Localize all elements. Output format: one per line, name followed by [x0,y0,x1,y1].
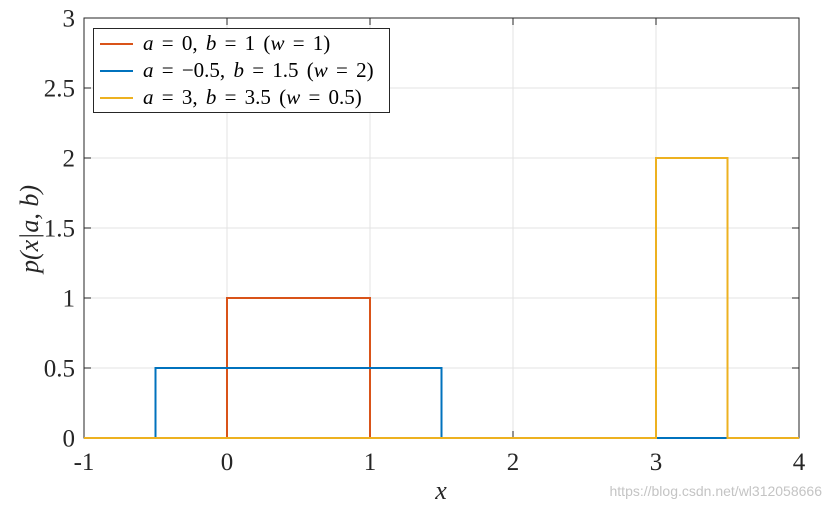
legend-entry: a = 3, b = 3.5 (w = 0.5) [94,84,389,111]
y-tick-label: 0.5 [44,356,75,383]
x-tick-label: 2 [507,449,520,476]
x-tick-label: 3 [650,449,663,476]
legend-swatch [100,42,133,45]
x-tick-label: 4 [793,449,806,476]
legend-entry: a = −0.5, b = 1.5 (w = 2) [94,57,389,84]
series-group [84,157,799,439]
legend-label: a = 3, b = 3.5 (w = 0.5) [143,85,362,109]
legend: a = 0, b = 1 (w = 1) a = −0.5, b = 1.5 (… [93,28,390,113]
x-tick-label: 1 [364,449,377,476]
series-line-2 [84,367,799,439]
x-tick-label: 0 [221,449,234,476]
y-tick-label: 1.5 [44,216,75,243]
legend-swatch [100,69,133,72]
legend-entry: a = 0, b = 1 (w = 1) [94,30,389,57]
y-tick-label: 2 [63,146,76,173]
x-tick-label: -1 [74,449,95,476]
x-axis-label: x [434,476,447,505]
legend-label: a = −0.5, b = 1.5 (w = 2) [143,58,374,82]
legend-swatch [100,96,133,99]
y-axis-label: p(x|a, b) [15,185,44,275]
y-tick-label: 3 [63,6,76,33]
y-tick-label: 0 [63,426,76,453]
series-line-3 [84,157,799,439]
watermark: https://blog.csdn.net/wl312058666 [609,483,823,499]
y-tick-label: 2.5 [44,76,75,103]
legend-label: a = 0, b = 1 (w = 1) [143,31,331,55]
y-tick-label: 1 [63,286,76,313]
axes: -1 0 1 2 3 400.511.522.53 [44,6,806,477]
